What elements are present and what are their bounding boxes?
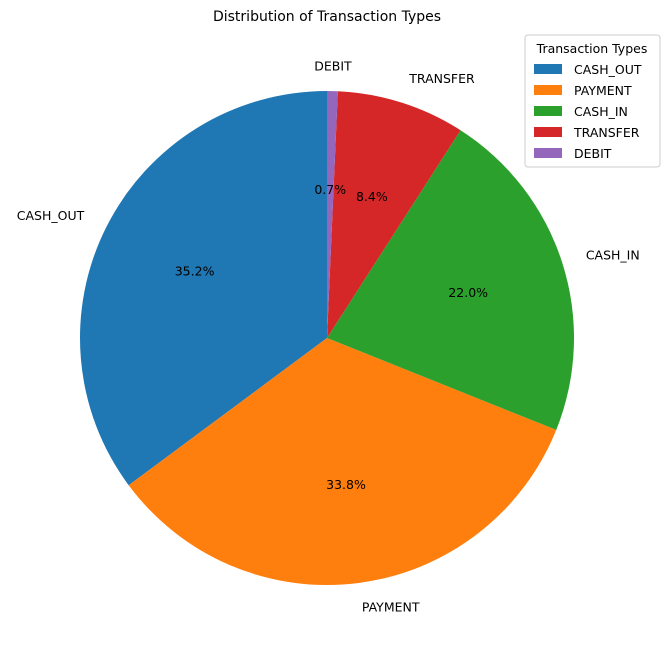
slice-label-debit: DEBIT xyxy=(314,58,352,73)
chart-title: Distribution of Transaction Types xyxy=(213,9,441,25)
pie-slice-debit xyxy=(327,91,338,338)
legend-swatch-cash-in xyxy=(534,106,562,116)
slice-label-transfer: TRANSFER xyxy=(408,71,475,86)
legend-swatch-transfer xyxy=(534,127,562,137)
pie-slices xyxy=(79,91,574,585)
pct-label-debit: 0.7% xyxy=(314,182,346,197)
slice-label-payment: PAYMENT xyxy=(362,599,420,614)
slice-label-cash-in: CASH_IN xyxy=(586,247,640,262)
pie-slice-transfer xyxy=(327,91,461,338)
pct-label-payment: 33.8% xyxy=(326,477,366,492)
legend: Transaction Types CASH_OUT PAYMENT CASH_IN… xyxy=(524,34,661,168)
legend-title: Transaction Types xyxy=(536,41,648,56)
slice-label-cash-out: CASH_OUT xyxy=(17,208,85,223)
legend-swatch-payment xyxy=(534,85,562,95)
pie-slice-cash-in xyxy=(327,130,574,430)
legend-label-cash-out: CASH_OUT xyxy=(574,62,642,77)
legend-label-transfer: TRANSFER xyxy=(573,125,640,140)
pie-slice-payment xyxy=(128,338,557,585)
pct-label-cash-in: 22.0% xyxy=(448,285,488,300)
legend-swatch-cash-out xyxy=(534,64,562,74)
slice-labels: CASH_OUT PAYMENT CASH_IN TRANSFER DEBIT xyxy=(17,58,640,614)
legend-label-cash-in: CASH_IN xyxy=(574,104,628,119)
pct-label-cash-out: 35.2% xyxy=(175,263,215,278)
legend-label-debit: DEBIT xyxy=(574,146,612,161)
legend-label-payment: PAYMENT xyxy=(574,83,632,98)
legend-swatch-debit xyxy=(534,148,562,158)
percentage-labels: 35.2% 33.8% 22.0% 8.4% 0.7% xyxy=(175,182,488,492)
pie-slice-cash-out xyxy=(79,91,327,486)
pct-label-transfer: 8.4% xyxy=(356,189,388,204)
legend-items: CASH_OUT PAYMENT CASH_IN TRANSFER DEBIT xyxy=(534,62,642,161)
